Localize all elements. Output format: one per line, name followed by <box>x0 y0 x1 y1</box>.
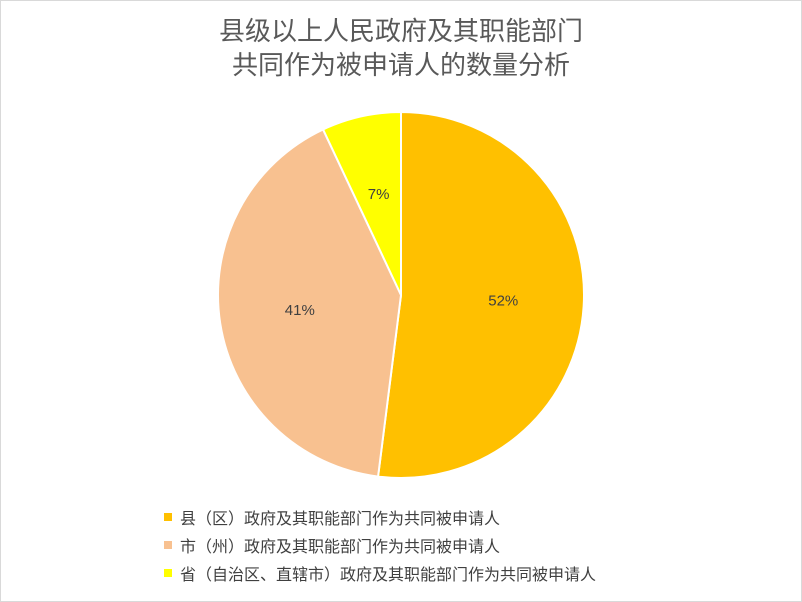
chart-title: 县级以上人民政府及其职能部门 共同作为被申请人的数量分析 <box>1 15 801 83</box>
legend-swatch <box>164 541 172 549</box>
chart-title-line-2: 共同作为被申请人的数量分析 <box>231 51 570 81</box>
legend-swatch <box>164 513 172 521</box>
legend-label: 省（自治区、直辖市）政府及其职能部门作为共同被申请人 <box>180 565 597 584</box>
data-label-1: 52% <box>488 292 518 309</box>
pie-slice-1 <box>376 110 585 479</box>
legend-swatch <box>164 569 172 577</box>
chart-title-line-1: 县级以上人民政府及其职能部门 <box>218 17 583 47</box>
legend-item-2: 市（州）政府及其职能部门作为共同被申请人 <box>164 531 596 559</box>
legend: 县（区）政府及其职能部门作为共同被申请人 市（州）政府及其职能部门作为共同被申请人… <box>164 503 596 587</box>
data-label-3: 7% <box>368 186 390 203</box>
legend-label: 县（区）政府及其职能部门作为共同被申请人 <box>180 509 501 528</box>
pie-slice-3 <box>321 110 402 296</box>
legend-item-3: 省（自治区、直辖市）政府及其职能部门作为共同被申请人 <box>164 559 596 587</box>
legend-item-1: 县（区）政府及其职能部门作为共同被申请人 <box>164 503 596 531</box>
data-label-2: 41% <box>285 302 315 319</box>
legend-label: 市（州）政府及其职能部门作为共同被申请人 <box>180 537 501 556</box>
pie-slice-2 <box>217 128 403 478</box>
